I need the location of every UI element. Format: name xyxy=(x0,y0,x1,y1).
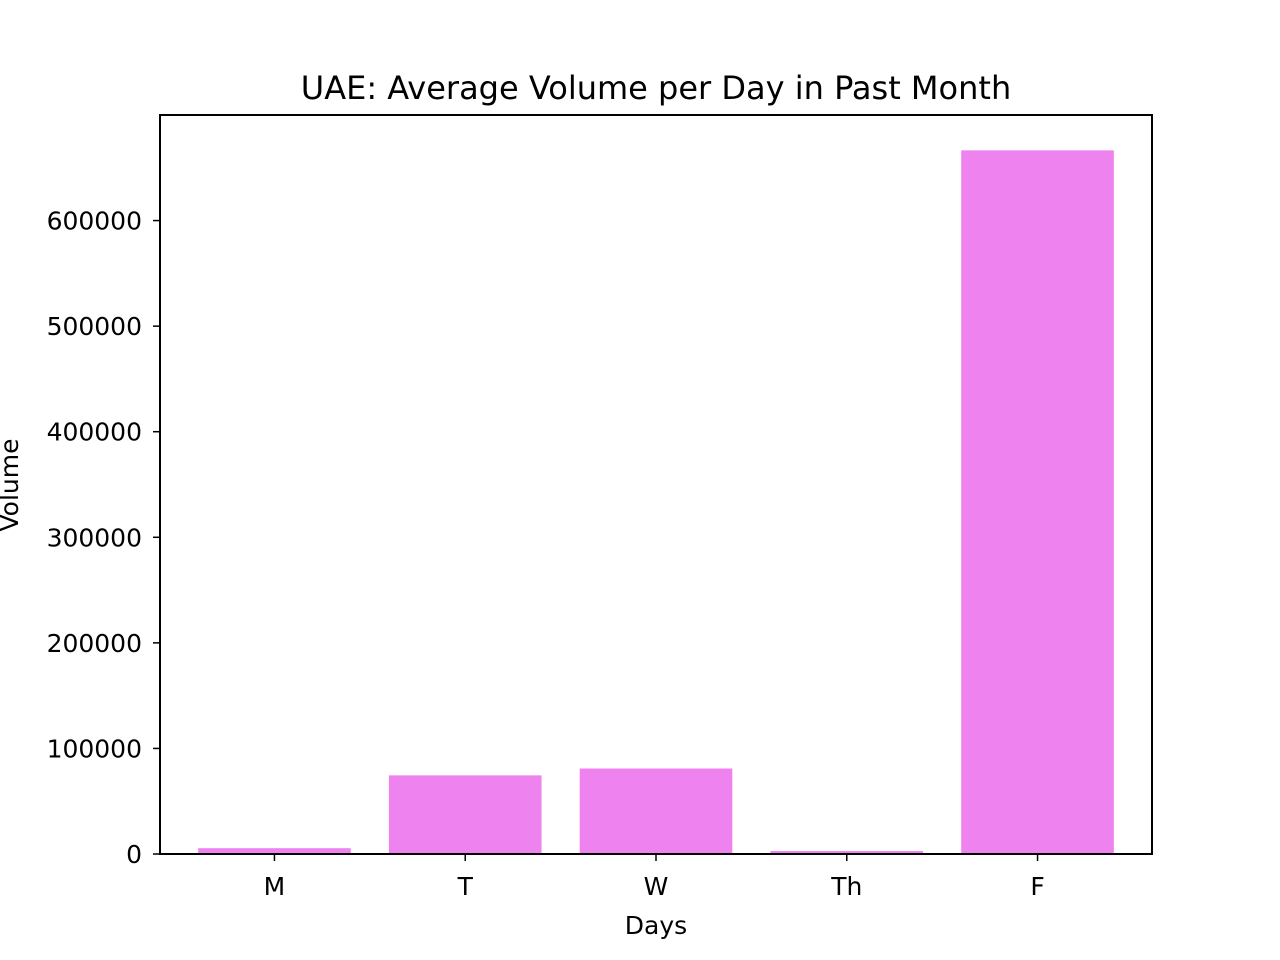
plot-frame xyxy=(159,114,1153,855)
bar-w xyxy=(579,768,733,854)
bars-group xyxy=(198,150,1114,854)
x-axis: M T W Th F xyxy=(264,854,1045,901)
y-tick-label: 500000 xyxy=(47,312,142,341)
bar-th xyxy=(770,851,924,854)
y-axis: 0 100000 200000 300000 400000 500000 600000 xyxy=(47,207,160,869)
x-tick-label: Th xyxy=(830,872,862,901)
y-tick-label: 400000 xyxy=(47,418,142,447)
y-tick-label: 600000 xyxy=(47,207,142,236)
y-axis-label: Volume xyxy=(0,439,24,532)
bar-t xyxy=(388,775,542,854)
y-tick-label: 100000 xyxy=(47,734,142,763)
x-tick-label: F xyxy=(1030,872,1044,901)
y-tick-label: 300000 xyxy=(47,523,142,552)
x-tick-label: W xyxy=(644,872,669,901)
y-tick-label: 0 xyxy=(126,840,142,869)
x-tick-label: T xyxy=(457,872,474,901)
x-tick-label: M xyxy=(264,872,286,901)
y-tick-label: 200000 xyxy=(47,629,142,658)
bar-m xyxy=(198,848,351,854)
x-axis-label: Days xyxy=(625,911,687,940)
bar-f xyxy=(961,150,1114,854)
chart-title: UAE: Average Volume per Day in Past Mont… xyxy=(301,69,1011,107)
